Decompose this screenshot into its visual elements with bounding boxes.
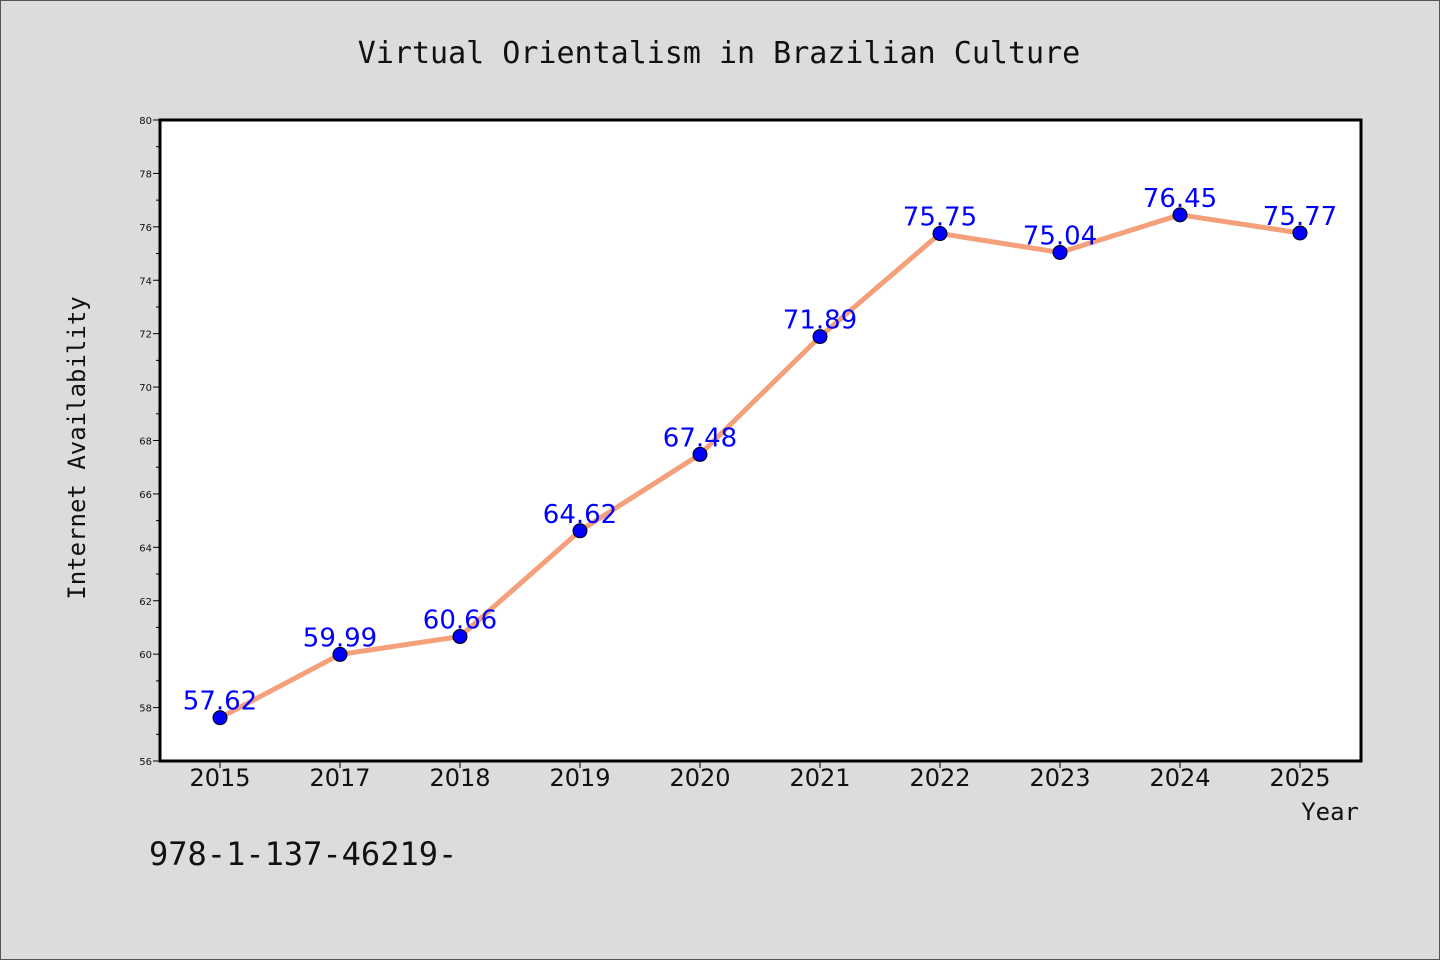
y-tick-label: 58	[139, 704, 152, 715]
data-label: 57.62	[183, 687, 257, 717]
x-tick-label: 2018	[429, 764, 490, 792]
data-label: 75.04	[1023, 221, 1097, 251]
plot-area	[158, 118, 1363, 763]
data-label: 64.62	[543, 500, 617, 530]
y-tick-label: 68	[139, 437, 152, 448]
x-tick-label: 2019	[549, 764, 610, 792]
chart-title: Virtual Orientalism in Brazilian Culture	[358, 36, 1080, 71]
data-point	[572, 523, 588, 539]
data-point	[452, 629, 468, 645]
y-tick-label: 76	[139, 223, 152, 234]
data-point	[932, 226, 948, 242]
x-tick-label: 2023	[1029, 764, 1090, 792]
y-tick-label: 80	[139, 116, 152, 127]
data-point	[692, 446, 708, 462]
y-tick-label: 56	[139, 757, 152, 768]
isbn-text: 978-1-137-46219-	[149, 835, 457, 873]
y-axis-label: Internet Availability	[63, 296, 91, 599]
y-tick-label: 64	[139, 543, 152, 554]
x-tick-label: 2015	[189, 764, 250, 792]
y-tick-label: 66	[139, 490, 152, 501]
x-tick-label: 2022	[909, 764, 970, 792]
data-point	[812, 329, 828, 345]
y-tick-label: 70	[139, 383, 152, 394]
x-tick-label: 2021	[789, 764, 850, 792]
series-line	[218, 212, 1301, 720]
x-axis-label: Year	[1301, 798, 1359, 826]
data-label: 75.77	[1263, 202, 1337, 232]
x-axis-ticks: 2015 2017 2018 2019 2020 2021 2022 2023 2024 2025	[189, 761, 1331, 792]
data-label: 75.75	[903, 203, 977, 233]
data-point	[1292, 225, 1308, 241]
data-label: 67.48	[663, 423, 737, 453]
data-point	[1172, 207, 1188, 223]
y-tick-label: 60	[139, 650, 152, 661]
y-tick-label: 74	[139, 276, 152, 287]
data-label: 59.99	[303, 623, 377, 653]
x-tick-label: 2017	[309, 764, 370, 792]
data-labels: 57.62 59.99 60.66 64.62 67.48 71.89 75.75 75.04…	[183, 184, 1337, 717]
x-tick-label: 2020	[669, 764, 730, 792]
y-tick-label: 78	[139, 169, 152, 180]
data-point	[1052, 244, 1068, 260]
x-tick-label: 2025	[1269, 764, 1330, 792]
data-label: 76.45	[1143, 184, 1217, 214]
series-layer	[212, 207, 1308, 726]
y-tick-label: 72	[139, 330, 152, 341]
data-point	[212, 710, 228, 726]
x-tick-label: 2024	[1149, 764, 1210, 792]
y-axis-ticks: 56 58 60 62 64 66 68 70 72 74 76 78 80	[139, 116, 160, 768]
data-label: 71.89	[783, 306, 857, 336]
y-tick-label: 62	[139, 597, 152, 608]
data-label: 60.66	[423, 606, 497, 636]
data-point	[332, 646, 348, 662]
